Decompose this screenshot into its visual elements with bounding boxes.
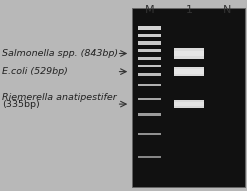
FancyBboxPatch shape	[138, 155, 161, 158]
FancyBboxPatch shape	[138, 34, 161, 37]
Text: Riemerella anatipestifer: Riemerella anatipestifer	[2, 93, 117, 102]
Text: 1: 1	[185, 5, 192, 15]
FancyBboxPatch shape	[138, 98, 161, 100]
FancyBboxPatch shape	[138, 49, 161, 52]
FancyBboxPatch shape	[174, 102, 204, 106]
FancyBboxPatch shape	[138, 113, 161, 116]
FancyBboxPatch shape	[138, 41, 161, 45]
FancyBboxPatch shape	[138, 73, 161, 76]
Text: E.coli (529bp): E.coli (529bp)	[2, 67, 68, 76]
FancyBboxPatch shape	[174, 67, 204, 76]
FancyBboxPatch shape	[174, 69, 204, 74]
Text: (335bp): (335bp)	[2, 100, 40, 109]
FancyBboxPatch shape	[138, 133, 161, 135]
Text: Salmonella spp. (843bp): Salmonella spp. (843bp)	[2, 49, 119, 58]
FancyBboxPatch shape	[174, 48, 204, 59]
FancyBboxPatch shape	[138, 57, 161, 60]
FancyBboxPatch shape	[138, 65, 161, 67]
FancyBboxPatch shape	[138, 26, 161, 30]
Text: M: M	[145, 5, 154, 15]
FancyBboxPatch shape	[174, 51, 204, 56]
FancyBboxPatch shape	[132, 8, 245, 187]
FancyBboxPatch shape	[138, 84, 161, 86]
FancyBboxPatch shape	[174, 100, 204, 108]
Text: N: N	[223, 5, 231, 15]
